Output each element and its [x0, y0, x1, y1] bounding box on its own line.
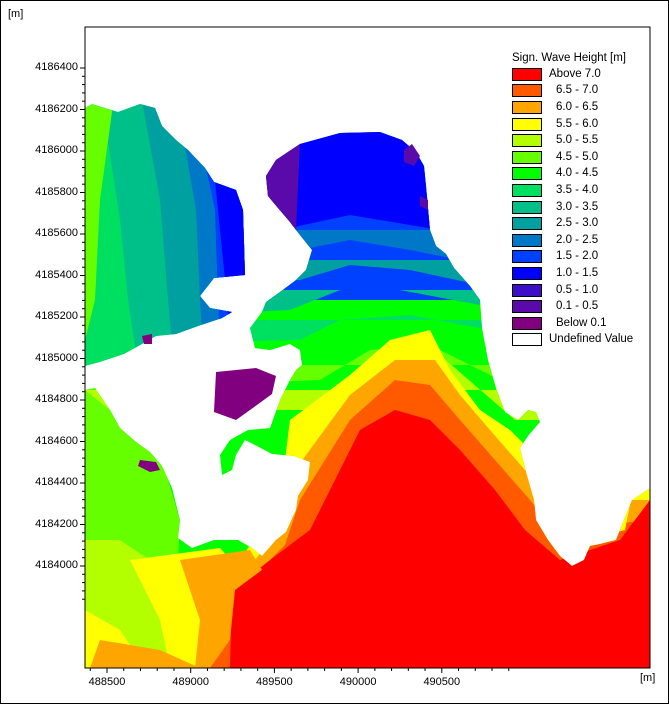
- legend-label: 3.5 - 4.0: [556, 183, 599, 196]
- island-purple-large: [214, 368, 276, 420]
- legend-swatch: [512, 84, 542, 98]
- legend-label: Below 0.1: [556, 316, 607, 329]
- legend-item: 5.0 - 5.5: [512, 132, 633, 149]
- legend-item: 1.5 - 2.0: [512, 249, 633, 266]
- x-tick-label: 490000: [339, 676, 377, 688]
- x-tick-label: 488500: [88, 676, 126, 688]
- legend-item: 2.0 - 2.5: [512, 232, 633, 249]
- legend-label: 0.1 - 0.5: [556, 300, 599, 313]
- legend-swatch: [512, 316, 542, 330]
- legend-label: 2.0 - 2.5: [556, 233, 599, 246]
- y-tick-label: 4185000: [35, 351, 78, 364]
- x-tick-label: 489500: [256, 676, 293, 688]
- legend-item: Above 7.0: [512, 66, 633, 83]
- legend-swatch: [512, 233, 542, 247]
- legend-item: 4.5 - 5.0: [512, 149, 633, 166]
- legend-item: 3.0 - 3.5: [512, 199, 633, 216]
- y-axis-ticks: [80, 67, 85, 600]
- y-tick-label: 4184800: [35, 393, 78, 405]
- legend-swatch: [512, 200, 542, 214]
- legend-item: 4.0 - 4.5: [512, 166, 633, 183]
- legend-label: 4.5 - 5.0: [556, 150, 599, 163]
- legend-label: 1.5 - 2.0: [556, 250, 599, 263]
- legend-swatch: [512, 266, 542, 280]
- legend-label: Undefined Value: [549, 333, 634, 346]
- legend-swatch: [512, 67, 542, 81]
- x-axis-ticks: [89, 668, 510, 673]
- legend-swatch: [512, 217, 542, 231]
- legend-swatch: [512, 117, 542, 131]
- legend-item: 5.5 - 6.0: [512, 116, 633, 133]
- y-tick-label: 4186000: [35, 144, 78, 156]
- island-purple-northeast: [420, 196, 428, 210]
- y-tick-label: 4186200: [35, 102, 78, 115]
- legend-swatch: [512, 333, 542, 347]
- legend-item: 0.5 - 1.0: [512, 282, 633, 299]
- y-tick-label: 4185800: [35, 185, 78, 198]
- west-sea-region: [85, 104, 245, 366]
- legend-item: Undefined Value: [512, 332, 633, 349]
- y-tick-label: 4184000: [35, 559, 78, 571]
- legend-label: 2.5 - 3.0: [556, 217, 599, 230]
- legend: Sign. Wave Height [m] Above 7.0 6.5 - 7.0…: [512, 50, 633, 348]
- y-tick-label: 4184400: [35, 476, 78, 488]
- x-tick-label: 490500: [423, 676, 461, 688]
- y-tick-label: 4184600: [35, 434, 78, 447]
- legend-item: 6.0 - 6.5: [512, 99, 633, 116]
- plot-border: [84, 26, 651, 669]
- legend-label: 6.5 - 7.0: [556, 84, 599, 97]
- y-tick-label: 4185400: [35, 268, 78, 281]
- legend-label: 5.5 - 6.0: [556, 117, 599, 130]
- island-purple-north: [404, 144, 420, 166]
- legend-label: 3.0 - 3.5: [556, 200, 599, 213]
- legend-swatch: [512, 150, 542, 164]
- legend-label: Above 7.0: [549, 67, 601, 80]
- legend-items: Above 7.0 6.5 - 7.0 6.0 - 6.5 5.5 - 6.0 5.0 …: [512, 66, 633, 348]
- legend-title: Sign. Wave Height [m]: [512, 52, 626, 64]
- legend-swatch: [512, 183, 542, 197]
- y-tick-label: 4185600: [35, 227, 78, 239]
- legend-label: 4.0 - 4.5: [556, 167, 599, 180]
- x-tick-label: 489000: [172, 676, 210, 688]
- legend-item: 1.0 - 1.5: [512, 265, 633, 282]
- legend-swatch: [512, 250, 542, 264]
- y-axis-unit: [m]: [8, 8, 24, 20]
- legend-item: 2.5 - 3.0: [512, 215, 633, 232]
- y-tick-label: 4186400: [35, 61, 78, 73]
- island-purple-tiny: [142, 334, 152, 344]
- legend-item: 6.5 - 7.0: [512, 83, 633, 100]
- legend-swatch: [512, 167, 542, 181]
- legend-label: 1.0 - 1.5: [556, 266, 599, 279]
- x-axis-unit: [m]: [640, 672, 656, 684]
- legend-swatch: [512, 134, 542, 148]
- legend-label: 6.0 - 6.5: [556, 100, 599, 113]
- legend-item: 0.1 - 0.5: [512, 298, 633, 315]
- legend-swatch: [512, 283, 542, 297]
- legend-label: 5.0 - 5.5: [556, 134, 599, 147]
- legend-item: Below 0.1: [512, 315, 633, 332]
- legend-swatch: [512, 100, 542, 114]
- y-tick-label: 4185200: [35, 310, 78, 322]
- legend-swatch: [512, 300, 542, 314]
- y-tick-label: 4184200: [35, 517, 78, 530]
- legend-label: 0.5 - 1.0: [556, 283, 599, 296]
- legend-item: 3.5 - 4.0: [512, 182, 633, 199]
- island-purple-small: [138, 460, 160, 472]
